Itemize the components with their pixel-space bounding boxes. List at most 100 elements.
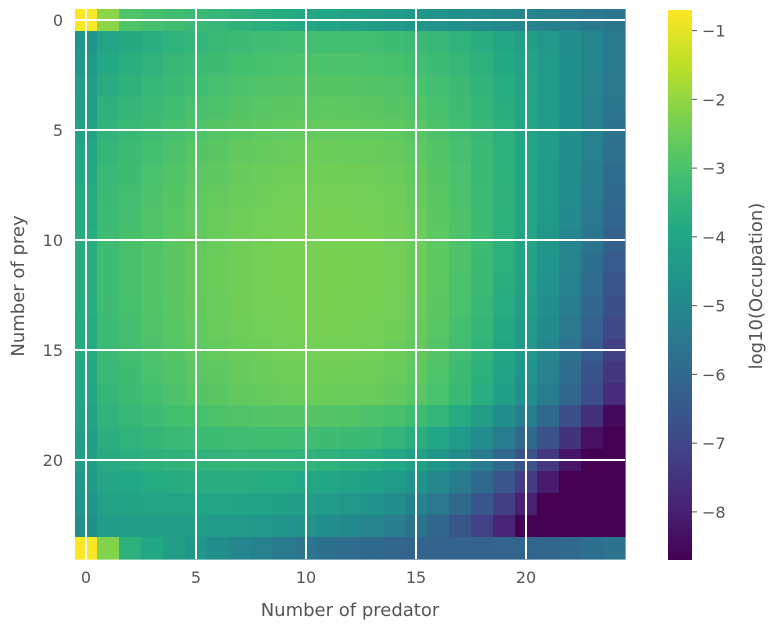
heatmap-cell	[163, 273, 186, 296]
colorbar-tick-label: −8	[702, 503, 726, 522]
heatmap-cell	[537, 493, 560, 516]
heatmap-cell	[383, 207, 406, 230]
heatmap-cell	[163, 75, 186, 98]
heatmap-cell	[427, 515, 450, 538]
heatmap-cell	[339, 185, 362, 208]
heatmap-cell	[229, 31, 252, 54]
heatmap-cell	[273, 97, 296, 120]
heatmap-cell	[537, 427, 560, 450]
heatmap-cell	[339, 207, 362, 230]
heatmap-cell	[339, 31, 362, 54]
heatmap-cell	[119, 427, 142, 450]
y-tick-label: 10	[43, 231, 63, 250]
heatmap-cell	[229, 141, 252, 164]
heatmap-cell	[141, 493, 164, 516]
heatmap-cell	[603, 405, 626, 428]
heatmap-cell	[581, 427, 604, 450]
heatmap-cell	[97, 515, 120, 538]
heatmap-cell	[97, 31, 120, 54]
heatmap-cell	[273, 515, 296, 538]
heatmap-cell	[251, 493, 274, 516]
heatmap-cell	[603, 515, 626, 538]
heatmap-cell	[427, 493, 450, 516]
heatmap-cell	[163, 141, 186, 164]
heatmap-cell	[229, 97, 252, 120]
x-tick-label: 10	[296, 568, 316, 587]
heatmap-cell	[603, 427, 626, 450]
heatmap-cell	[559, 361, 582, 384]
heatmap-cell	[317, 383, 340, 406]
heatmap-cell	[119, 383, 142, 406]
heatmap-cell	[339, 427, 362, 450]
heatmap-cell	[317, 405, 340, 428]
heatmap-cell	[603, 383, 626, 406]
heatmap-cell	[119, 207, 142, 230]
y-tick-label: 20	[43, 451, 63, 470]
heatmap-cell	[493, 251, 516, 274]
heatmap-cell	[361, 75, 384, 98]
heatmap-cell	[493, 207, 516, 230]
heatmap-cell	[251, 75, 274, 98]
heatmap-cell	[537, 207, 560, 230]
heatmap-cell	[603, 163, 626, 186]
heatmap-cell	[581, 97, 604, 120]
heatmap-cell	[97, 427, 120, 450]
heatmap-cell	[97, 185, 120, 208]
heatmap-cell	[427, 383, 450, 406]
heatmap-cell	[537, 31, 560, 54]
heatmap-cell	[383, 31, 406, 54]
heatmap-cell	[97, 97, 120, 120]
heatmap-cell	[581, 361, 604, 384]
heatmap-cell	[361, 515, 384, 538]
heatmap-cell	[383, 405, 406, 428]
heatmap-cell	[471, 273, 494, 296]
heatmap-cell	[449, 163, 472, 186]
heatmap-cell	[581, 383, 604, 406]
heatmap-cell	[141, 427, 164, 450]
heatmap-cell	[229, 185, 252, 208]
heatmap-cell	[493, 383, 516, 406]
heatmap-cell	[581, 405, 604, 428]
colorbar-tick-label: −2	[702, 90, 726, 109]
heatmap-cell	[361, 207, 384, 230]
heatmap-cell	[163, 537, 186, 560]
heatmap-cell	[361, 295, 384, 318]
heatmap-cell	[559, 427, 582, 450]
heatmap-cell	[361, 31, 384, 54]
heatmap-cell	[119, 405, 142, 428]
heatmap-cell	[471, 75, 494, 98]
heatmap-cell	[229, 251, 252, 274]
heatmap-cell	[537, 53, 560, 76]
heatmap-cell	[229, 295, 252, 318]
heatmap-cell	[581, 515, 604, 538]
heatmap-cell	[229, 163, 252, 186]
heatmap-cell	[207, 273, 230, 296]
y-axis-label: Number of prey	[8, 215, 29, 357]
heatmap-cell	[471, 97, 494, 120]
heatmap-cell	[141, 471, 164, 494]
heatmap-cell	[603, 361, 626, 384]
heatmap-cell	[317, 493, 340, 516]
heatmap-cell	[163, 427, 186, 450]
heatmap-cell	[493, 185, 516, 208]
heatmap-cell	[251, 207, 274, 230]
heatmap-cell	[471, 141, 494, 164]
heatmap-cell	[427, 471, 450, 494]
heatmap-cell	[383, 361, 406, 384]
heatmap-cell	[603, 207, 626, 230]
heatmap-cell	[229, 405, 252, 428]
x-tick-label: 20	[516, 568, 536, 587]
heatmap-cell	[251, 515, 274, 538]
heatmap-cell	[251, 163, 274, 186]
heatmap-cell	[603, 295, 626, 318]
heatmap-cell	[163, 361, 186, 384]
heatmap-cell	[427, 53, 450, 76]
heatmap-cell	[361, 537, 384, 560]
heatmap-cell	[207, 405, 230, 428]
heatmap-cell	[273, 361, 296, 384]
heatmap-cell	[229, 471, 252, 494]
heatmap-cell	[163, 53, 186, 76]
heatmap-cell	[581, 317, 604, 340]
heatmap-cell	[559, 53, 582, 76]
heatmap-cell	[449, 493, 472, 516]
